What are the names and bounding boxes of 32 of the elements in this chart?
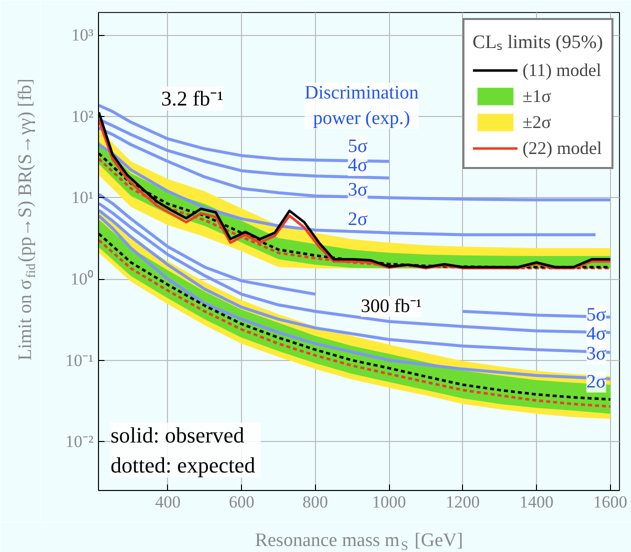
legend-label: (22) model [522,138,602,158]
annotation: 2σ [586,371,606,392]
annotation: solid: observed dotted: expected [110,422,256,478]
y-tick-label: 10⁻² [65,432,94,452]
x-tick-label: 1400 [520,492,554,512]
annotation: 2σ [348,208,368,230]
y-tick-label: 10⁻¹ [65,350,94,370]
annotation: 3σ [586,343,606,364]
legend-title: CLₛ limits (95%) [472,31,603,54]
y-tick-label: 10¹ [71,188,94,208]
annotation: 3σ [348,179,368,200]
x-tick-label: 600 [228,492,254,512]
annotation: 5σ [586,304,606,326]
x-tick-label: 800 [302,492,328,512]
y-tick-label: 10² [71,106,94,126]
y-axis-title: Limit on σfid(pp→S) BR(S→γγ) [fb] [15,78,38,360]
x-tick-label: 400 [155,492,181,512]
legend-label: ±2σ [522,112,552,132]
legend-label: (11) model [522,60,602,80]
y-tick-label: 10⁰ [70,270,94,288]
annotation: 3.2 fb⁻¹ [161,86,224,111]
annotation: 5σ [348,136,368,157]
x-tick-label: 1000 [372,492,406,512]
annotation: 4σ [348,154,368,176]
y-tick-label: 10³ [71,26,94,45]
annotation: 4σ [586,324,606,345]
annotation: Discrimination power (exp.) [304,82,420,129]
x-tick-label: 1600 [593,492,628,512]
x-tick-label: 1200 [446,492,480,512]
annotation: 300 fb⁻¹ [360,296,422,317]
line-series [98,126,612,202]
legend-label: ±1σ [522,86,552,106]
